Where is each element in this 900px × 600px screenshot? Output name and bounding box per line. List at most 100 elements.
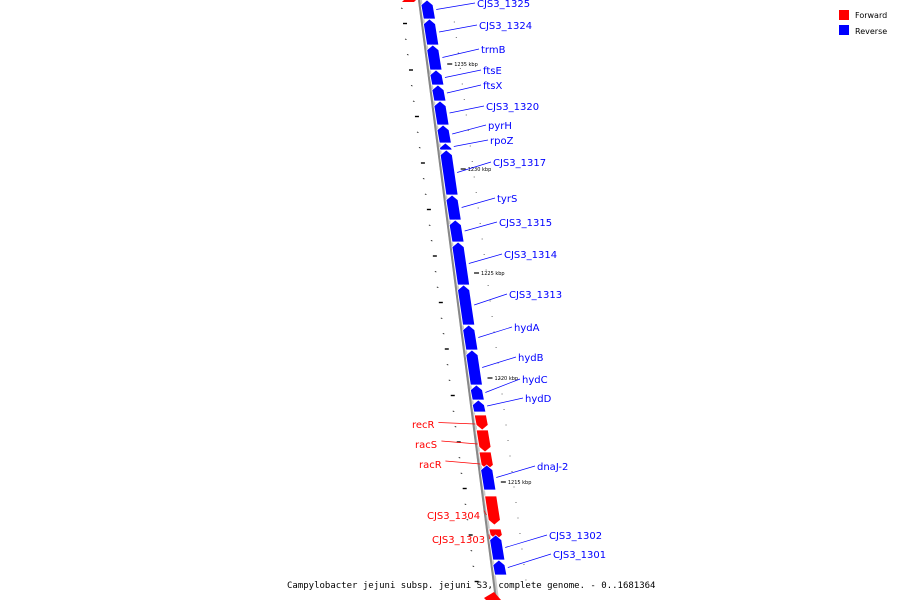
gene-feature-cjs3_1304 — [484, 495, 501, 526]
gene-label-trmb[interactable]: trmB — [481, 45, 506, 56]
gene-leader-cjs3_1317 — [457, 161, 492, 173]
gene-features — [420, 0, 508, 576]
gene-label-racr[interactable]: racR — [419, 460, 442, 471]
gene-feature-hydd — [471, 399, 487, 413]
minor-tick — [404, 38, 407, 40]
gene-feature-partial-bottom — [484, 592, 501, 600]
gene-feature-rpoz — [438, 142, 453, 151]
genome-caption: Campylobacter jejuni subsp. jejuni S3, c… — [287, 581, 655, 591]
gene-feature-cjs3_1325 — [420, 0, 436, 20]
gene-feature-ftsx — [431, 84, 447, 102]
gene-feature-cjs3_1302 — [489, 534, 506, 561]
gene-leader-cjs3_1324 — [439, 24, 478, 33]
minor-tick — [440, 317, 443, 319]
legend-label-forward: Forward — [855, 11, 887, 20]
gene-label-hydc[interactable]: hydC — [522, 375, 548, 386]
minor-tick — [448, 379, 451, 381]
minor-tick — [412, 100, 415, 102]
minor-tick — [464, 503, 467, 505]
gene-label-racs[interactable]: racS — [415, 440, 437, 451]
gene-label-cjs3_1303[interactable]: CJS3_1303 — [432, 535, 485, 546]
gene-leader-dnaj-2 — [496, 465, 536, 478]
minor-tick — [406, 54, 409, 56]
gene-leader-ftsx — [446, 84, 482, 94]
gene-feature-cjs3_1320 — [433, 100, 450, 126]
minor-tick — [422, 178, 425, 180]
gene-feature-hyda — [462, 324, 479, 351]
gene-feature-racs — [475, 429, 492, 453]
gene-leader-cjs3_1325 — [436, 2, 476, 10]
scale-marks: 1235 kbp 1230 kbp 1225 kbp 1220 kbp 1215 kbp — [447, 62, 531, 486]
gene-leader-hydb — [482, 356, 517, 368]
gene-feature-ftse — [429, 69, 445, 86]
gene-leader-cjs3_1315 — [464, 221, 498, 232]
minor-tick — [434, 271, 437, 273]
minor-tick — [428, 224, 431, 226]
scale-label: 1235 kbp — [454, 62, 478, 68]
minor-tick — [466, 519, 469, 521]
minor-tick — [442, 333, 445, 335]
minor-tick — [418, 147, 421, 149]
gene-label-tyrs[interactable]: tyrS — [497, 194, 517, 205]
minor-tick — [416, 131, 419, 133]
gene-leader-tyrs — [461, 197, 496, 208]
gene-labels: CJS3_1325 CJS3_1324 trmB ftsE ftsX CJS3_1320p… — [412, 0, 606, 561]
gene-leader-cjs3_1301 — [507, 553, 552, 568]
minor-ticks — [400, 7, 527, 583]
gene-label-dnaj-2[interactable]: dnaJ-2 — [537, 462, 568, 473]
scale-label: 1225 kbp — [481, 271, 505, 277]
gene-feature-partial-top — [402, 0, 416, 2]
gene-leader-hydc — [485, 378, 521, 393]
gene-leader-trmb — [442, 48, 480, 58]
backbone-line — [418, 0, 497, 600]
minor-tick — [472, 565, 475, 567]
scale-label: 1230 kbp — [468, 167, 492, 173]
gene-feature-pyrh — [436, 124, 452, 144]
gene-label-hyda[interactable]: hydA — [514, 323, 540, 334]
gene-leader-cjs3_1313 — [474, 293, 508, 306]
gene-label-cjs3_1304[interactable]: CJS3_1304 — [427, 511, 480, 522]
legend-swatch-reverse — [839, 25, 849, 35]
gene-label-recr[interactable]: recR — [412, 420, 435, 431]
minor-tick — [458, 457, 461, 459]
gene-leader-rpoz — [453, 139, 489, 147]
gene-label-cjs3_1301[interactable]: CJS3_1301 — [553, 550, 606, 561]
gene-leader-hydd — [487, 397, 524, 407]
gene-label-cjs3_1325[interactable]: CJS3_1325 — [477, 0, 530, 10]
gene-leader-ftse — [444, 69, 482, 78]
gene-label-pyrh[interactable]: pyrH — [488, 121, 512, 132]
gene-label-cjs3_1317[interactable]: CJS3_1317 — [493, 158, 546, 169]
minor-tick — [460, 472, 463, 474]
gene-label-ftse[interactable]: ftsE — [483, 66, 502, 77]
gene-label-cjs3_1324[interactable]: CJS3_1324 — [479, 21, 532, 32]
minor-tick — [452, 410, 455, 412]
gene-label-cjs3_1302[interactable]: CJS3_1302 — [549, 531, 602, 542]
gene-label-cjs3_1320[interactable]: CJS3_1320 — [486, 102, 539, 113]
gene-label-ftsx[interactable]: ftsX — [483, 81, 502, 92]
gene-label-cjs3_1313[interactable]: CJS3_1313 — [509, 290, 562, 301]
gene-feature-trmb — [426, 44, 443, 71]
gene-leader-cjs3_1314 — [468, 253, 503, 264]
gene-label-cjs3_1315[interactable]: CJS3_1315 — [499, 218, 552, 229]
gene-feature-dnaj-2 — [480, 464, 497, 491]
minor-tick — [436, 286, 439, 288]
gene-leaders — [436, 2, 552, 568]
gene-label-hydd[interactable]: hydD — [525, 394, 552, 405]
minor-tick — [446, 364, 449, 366]
minor-tick — [400, 7, 403, 9]
gene-leader-hyda — [478, 326, 513, 338]
gene-leader-racs — [441, 440, 478, 445]
minor-tick — [454, 426, 457, 428]
gene-feature-hydc — [469, 384, 485, 401]
gene-label-hydb[interactable]: hydB — [518, 353, 544, 364]
gene-leader-pyrh — [452, 124, 487, 135]
gene-leader-cjs3_1304 — [483, 510, 487, 516]
legend-label-reverse: Reverse — [855, 27, 887, 36]
scale-label: 1220 kbp — [495, 376, 519, 382]
minor-tick — [470, 550, 473, 552]
backbone — [418, 0, 499, 600]
gene-label-cjs3_1314[interactable]: CJS3_1314 — [504, 250, 557, 261]
gene-label-rpoz[interactable]: rpoZ — [490, 136, 514, 147]
legend-swatch-forward — [839, 10, 849, 20]
